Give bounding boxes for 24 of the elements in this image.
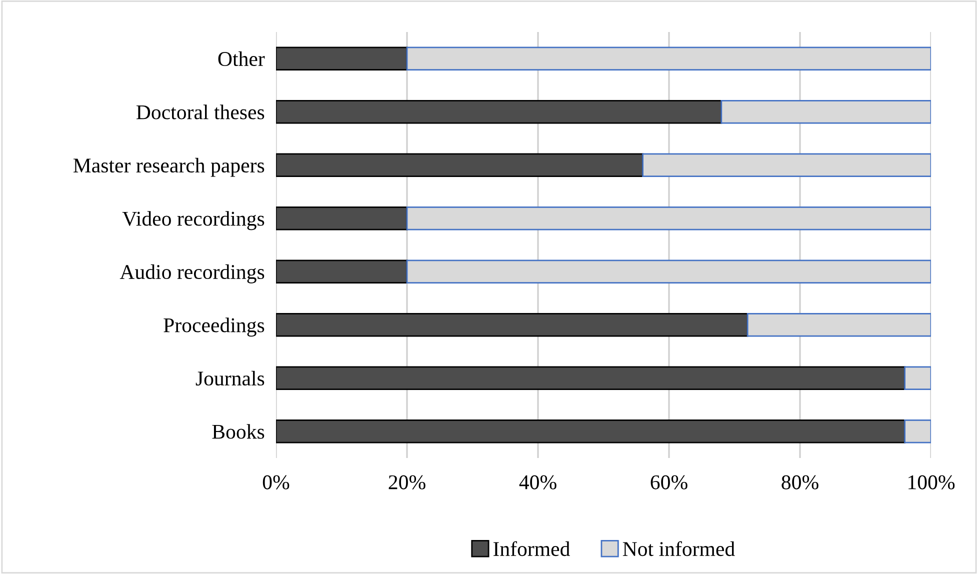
bar: [276, 206, 408, 230]
x-tick-label: 20%: [388, 475, 426, 490]
y-tick-label: Master research papers: [73, 158, 264, 177]
bar: [276, 366, 906, 390]
y-tick-label: Audio recordings: [120, 264, 264, 284]
x-tick-label: 80%: [782, 475, 818, 490]
x-tick-label: 60%: [650, 475, 688, 490]
x-tick-label: 40%: [519, 475, 556, 490]
bar: [276, 46, 408, 71]
y-tick-label: Books: [212, 424, 264, 439]
y-tick-label: Other: [218, 51, 265, 66]
bar: [276, 100, 722, 124]
legend-label: Not informed: [622, 541, 735, 556]
y-tick-label: Video recordings: [122, 211, 264, 230]
bar: [276, 260, 408, 284]
x-tick-label: 0%: [262, 475, 290, 490]
bar: [276, 420, 906, 444]
legend-label: Informed: [493, 541, 570, 556]
y-tick-label: Doctoral theses: [136, 104, 264, 120]
bar: [276, 313, 748, 337]
y-tick-label: Journals: [196, 370, 264, 386]
x-tick-label: 100%: [908, 475, 955, 490]
bar: [276, 153, 644, 178]
y-tick-label: Proceedings: [164, 318, 264, 337]
